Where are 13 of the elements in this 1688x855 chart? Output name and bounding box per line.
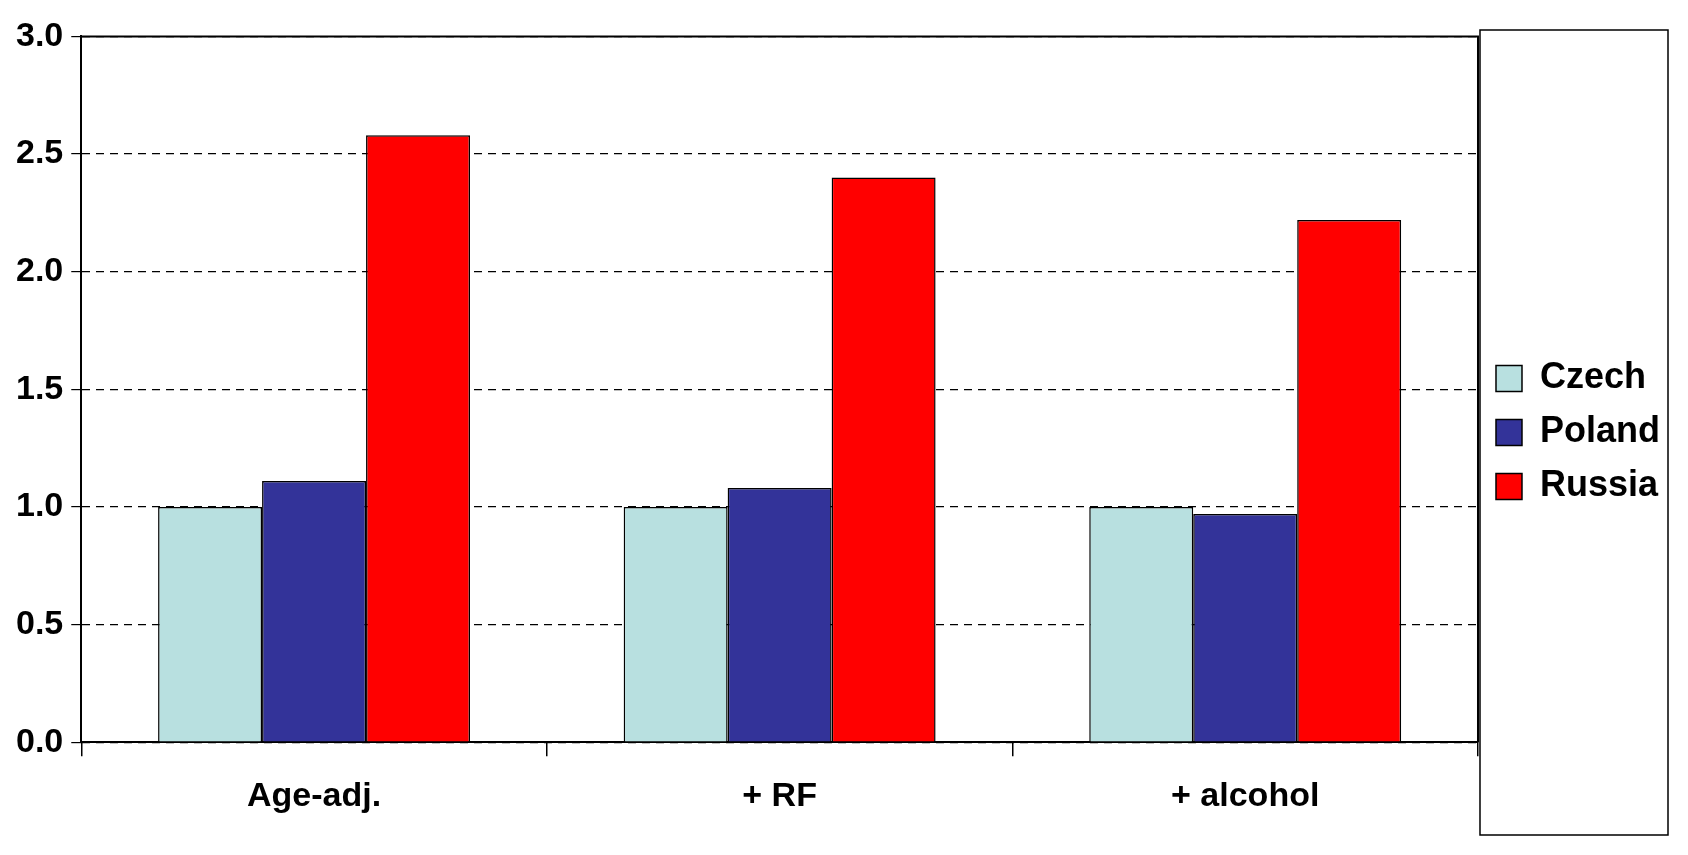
legend-label: Poland <box>1539 409 1661 451</box>
y-tick-label: 1.5 <box>16 367 64 406</box>
legend-label: Czech <box>1539 355 1647 397</box>
x-tick-label: + alcohol <box>1171 774 1320 813</box>
y-tick-label: 0.5 <box>16 602 64 641</box>
y-tick-label: 2.0 <box>16 250 64 289</box>
x-tick-label: + RF <box>742 774 817 813</box>
legend-label: Russia <box>1539 463 1660 505</box>
y-tick-label: 1.0 <box>16 485 64 524</box>
y-tick-label: 0.0 <box>16 720 64 759</box>
y-tick-label: 3.0 <box>16 14 64 53</box>
y-tick-label: 2.5 <box>16 132 64 171</box>
x-tick-label: Age-adj. <box>246 774 382 813</box>
